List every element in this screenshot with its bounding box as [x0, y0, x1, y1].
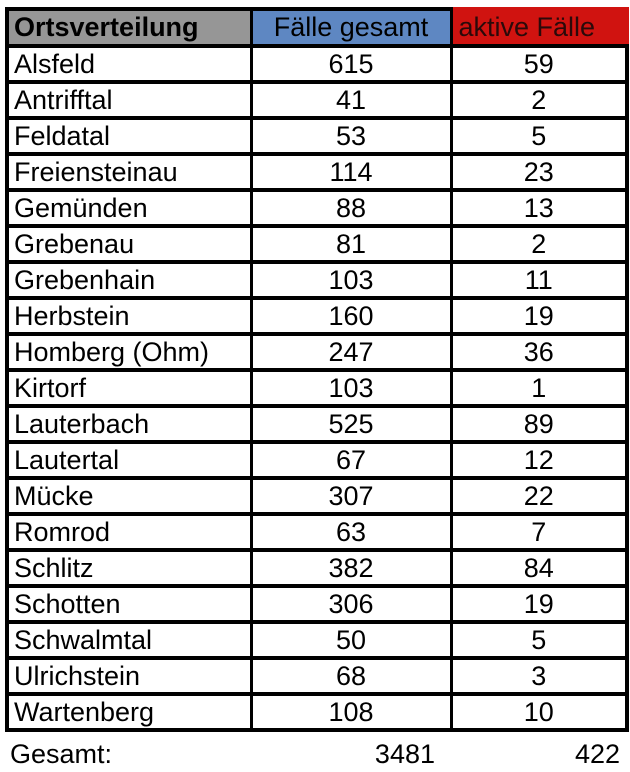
table-row: Schotten 306 19	[5, 584, 629, 624]
active-cases-value: 10	[449, 692, 629, 732]
table-row: Schwalmtal 50 5	[5, 620, 629, 660]
total-cases-value: 382	[249, 548, 453, 588]
municipality-name: Grebenau	[5, 224, 253, 264]
active-cases-value: 19	[449, 296, 629, 336]
active-cases-value: 5	[449, 620, 629, 660]
active-cases-value: 2	[449, 80, 629, 120]
active-cases-value: 2	[449, 224, 629, 264]
table-row: Romrod 63 7	[5, 512, 629, 552]
table-body: Alsfeld 615 59 Antrifftal 41 2 Feldatal …	[5, 44, 629, 732]
header-aktive-faelle: aktive Fälle	[449, 7, 629, 48]
municipality-name: Feldatal	[5, 116, 253, 156]
total-cases-value: 114	[249, 152, 453, 192]
active-cases-value: 1	[449, 368, 629, 408]
active-cases-value: 22	[449, 476, 629, 516]
total-cases-value: 247	[249, 332, 453, 372]
municipality-name: Schwalmtal	[5, 620, 253, 660]
active-cases-value: 5	[449, 116, 629, 156]
table-row: Grebenhain 103 11	[5, 260, 629, 300]
table-row: Alsfeld 615 59	[5, 44, 629, 84]
total-cases-value: 68	[249, 656, 453, 696]
municipality-name: Lauterbach	[5, 404, 253, 444]
municipality-name: Freiensteinau	[5, 152, 253, 192]
total-cases-value: 615	[249, 44, 453, 84]
cases-table: Ortsverteilung Fälle gesamt aktive Fälle…	[5, 7, 629, 732]
municipality-name: Grebenhain	[5, 260, 253, 300]
total-cases-value: 81	[249, 224, 453, 264]
table-row: Lautertal 67 12	[5, 440, 629, 480]
total-cases-value: 67	[249, 440, 453, 480]
header-ortsverteilung: Ortsverteilung	[5, 7, 253, 48]
table-header-row: Ortsverteilung Fälle gesamt aktive Fälle	[5, 7, 629, 48]
active-cases-value: 13	[449, 188, 629, 228]
active-cases-value: 12	[449, 440, 629, 480]
total-cases-value: 160	[249, 296, 453, 336]
active-cases-value: 89	[449, 404, 629, 444]
total-cases-value: 63	[249, 512, 453, 552]
totals-row: Gesamt: 3481 422	[5, 734, 625, 772]
municipality-name: Kirtorf	[5, 368, 253, 408]
table-row: Kirtorf 103 1	[5, 368, 629, 408]
municipality-name: Mücke	[5, 476, 253, 516]
table-row: Homberg (Ohm) 247 36	[5, 332, 629, 372]
municipality-name: Wartenberg	[5, 692, 253, 732]
total-cases-value: 108	[249, 692, 453, 732]
municipality-name: Homberg (Ohm)	[5, 332, 253, 372]
table-row: Herbstein 160 19	[5, 296, 629, 336]
total-cases-value: 306	[249, 584, 453, 624]
totals-label: Gesamt:	[10, 739, 113, 769]
table-row: Freiensteinau 114 23	[5, 152, 629, 192]
active-cases-value: 3	[449, 656, 629, 696]
table-row: Schlitz 382 84	[5, 548, 629, 588]
table-row: Antrifftal 41 2	[5, 80, 629, 120]
total-cases-value: 307	[249, 476, 453, 516]
table-row: Ulrichstein 68 3	[5, 656, 629, 696]
active-cases-value: 36	[449, 332, 629, 372]
table-row: Lauterbach 525 89	[5, 404, 629, 444]
totals-active-cases: 422	[574, 739, 620, 769]
active-cases-value: 19	[449, 584, 629, 624]
active-cases-value: 84	[449, 548, 629, 588]
municipality-name: Alsfeld	[5, 44, 253, 84]
active-cases-value: 7	[449, 512, 629, 552]
municipality-name: Herbstein	[5, 296, 253, 336]
municipality-name: Antrifftal	[5, 80, 253, 120]
total-cases-value: 88	[249, 188, 453, 228]
municipality-name: Schlitz	[5, 548, 253, 588]
active-cases-value: 59	[449, 44, 629, 84]
table-row: Wartenberg 108 10	[5, 692, 629, 732]
municipality-name: Ulrichstein	[5, 656, 253, 696]
table-row: Grebenau 81 2	[5, 224, 629, 264]
municipality-name: Lautertal	[5, 440, 253, 480]
municipality-name: Romrod	[5, 512, 253, 552]
total-cases-value: 41	[249, 80, 453, 120]
municipality-name: Gemünden	[5, 188, 253, 228]
active-cases-value: 11	[449, 260, 629, 300]
total-cases-value: 103	[249, 260, 453, 300]
totals-total-cases: 3481	[374, 739, 435, 769]
total-cases-value: 50	[249, 620, 453, 660]
table-row: Mücke 307 22	[5, 476, 629, 516]
municipality-name: Schotten	[5, 584, 253, 624]
header-faelle-gesamt: Fälle gesamt	[249, 7, 453, 48]
active-cases-value: 23	[449, 152, 629, 192]
total-cases-value: 103	[249, 368, 453, 408]
total-cases-value: 53	[249, 116, 453, 156]
table-row: Gemünden 88 13	[5, 188, 629, 228]
table-row: Feldatal 53 5	[5, 116, 629, 156]
total-cases-value: 525	[249, 404, 453, 444]
